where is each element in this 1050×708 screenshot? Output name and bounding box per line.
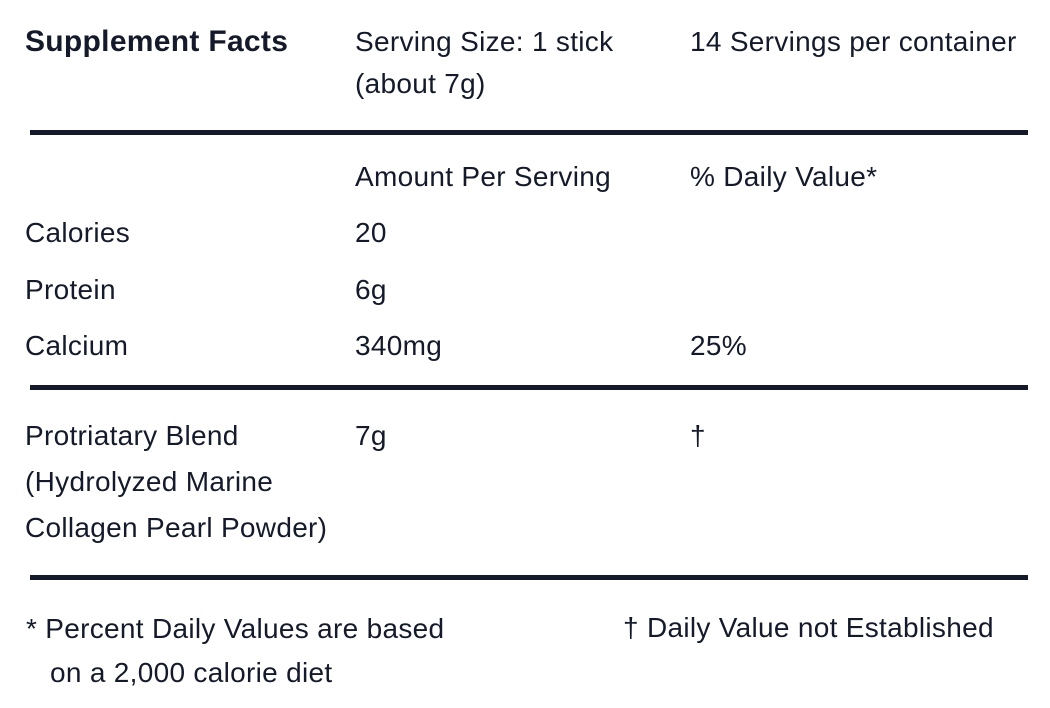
nutrient-amount: 340mg: [355, 330, 443, 361]
nutrient-amount: 20: [355, 217, 387, 248]
nutrient-name: Protein: [25, 274, 116, 305]
blend-name: Protriatary Blend (Hydrolyzed Marine Col…: [25, 420, 328, 543]
column-header: Amount Per Serving: [355, 161, 611, 192]
nutrient-name: Calories: [25, 217, 131, 248]
rule: [30, 385, 1028, 390]
footnote: * Percent Daily Values are based on a 2,…: [26, 613, 445, 688]
serving-size: Serving Size: 1 stick (about 7g): [355, 26, 614, 99]
servings: 14 Servings per container: [690, 26, 1017, 57]
column-header: % Daily Value*: [690, 161, 878, 192]
rule: [30, 575, 1028, 580]
blend-amount: 7g: [355, 420, 387, 451]
nutrient-name: Calcium: [25, 330, 129, 361]
rule: [30, 130, 1028, 135]
nutrient-amount: 6g: [355, 274, 387, 305]
blend-daily-value: †: [690, 420, 706, 451]
title: Supplement Facts: [25, 25, 289, 58]
footnote: † Daily Value not Established: [623, 612, 994, 643]
nutrient-daily-value: 25%: [690, 330, 747, 361]
